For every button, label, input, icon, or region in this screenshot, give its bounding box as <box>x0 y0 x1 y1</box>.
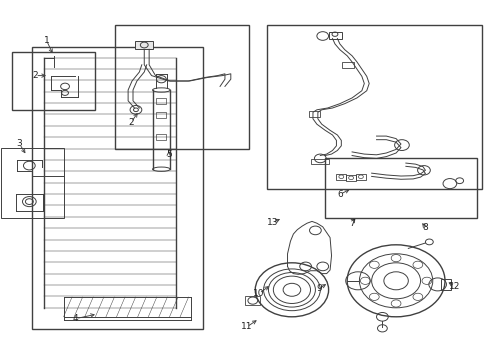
Bar <box>12 52 95 110</box>
Text: 12: 12 <box>448 282 460 291</box>
Text: 6: 6 <box>336 190 342 199</box>
Text: 11: 11 <box>241 323 252 331</box>
Text: 7: 7 <box>348 219 354 228</box>
Bar <box>325 158 476 218</box>
Bar <box>245 296 260 305</box>
Bar <box>156 98 166 104</box>
Text: 1: 1 <box>43 36 49 45</box>
Bar <box>266 25 481 189</box>
Text: 2: 2 <box>32 71 38 80</box>
Bar <box>440 279 450 290</box>
Bar <box>115 25 249 149</box>
Bar <box>156 134 166 140</box>
Text: 5: 5 <box>165 150 171 159</box>
Bar <box>346 175 355 181</box>
Text: 2: 2 <box>128 118 134 127</box>
Bar <box>355 174 365 180</box>
Text: 9: 9 <box>315 284 321 293</box>
Bar <box>32 47 203 329</box>
Text: 10: 10 <box>253 289 264 298</box>
Bar <box>135 41 153 49</box>
Bar <box>342 62 353 68</box>
Text: 13: 13 <box>266 218 278 227</box>
Bar <box>1 148 63 218</box>
Text: 3: 3 <box>17 139 22 148</box>
Bar <box>156 112 166 118</box>
Bar <box>311 159 328 164</box>
Bar <box>328 32 342 39</box>
Bar <box>308 111 320 117</box>
Bar <box>336 174 346 180</box>
Text: 8: 8 <box>422 223 427 232</box>
Text: 4: 4 <box>73 314 79 323</box>
